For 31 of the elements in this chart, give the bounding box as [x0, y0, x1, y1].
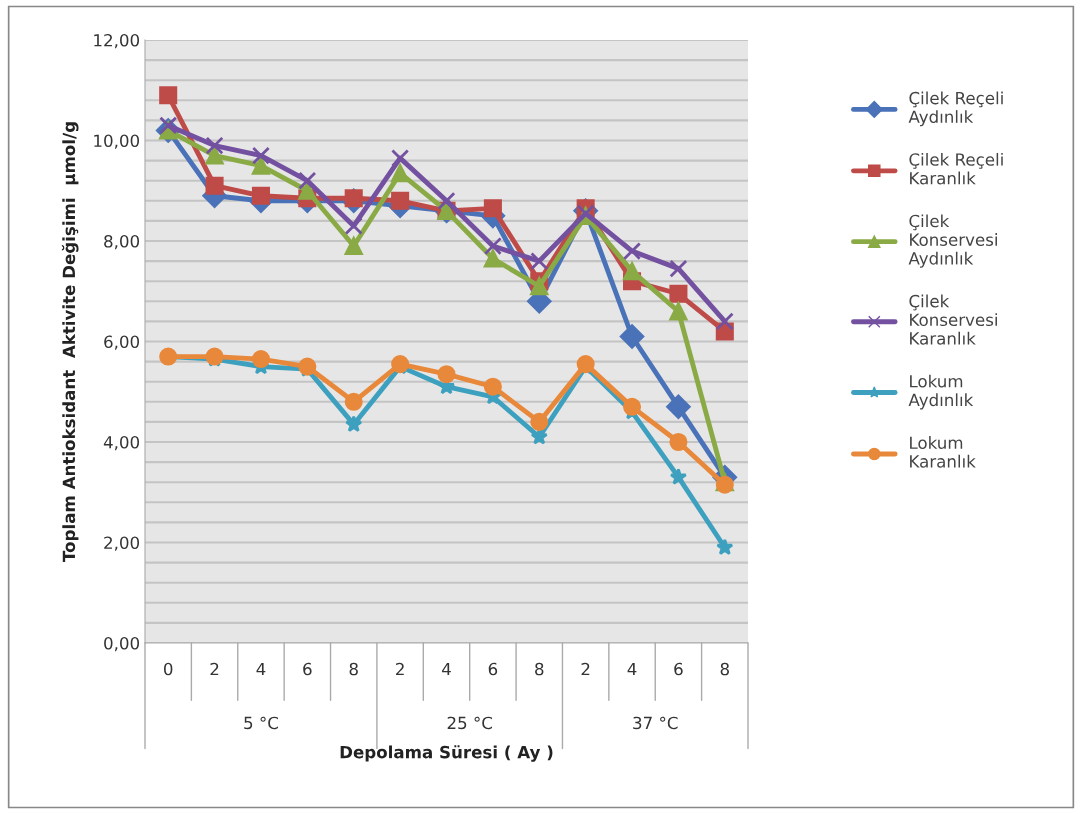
- x-tick-label: 4: [627, 662, 637, 676]
- y-tick-label: 0,00: [104, 636, 140, 652]
- x-tick-label: 2: [210, 662, 219, 676]
- legend-label: Lokum Aydınlık: [908, 374, 974, 410]
- x-tick-label: 0: [163, 662, 173, 676]
- y-tick-label: 4,00: [103, 435, 140, 451]
- text: 5 °C: [244, 716, 278, 730]
- y-tick-label: 8,00: [104, 234, 140, 250]
- legend-label: Çilek Konservesi Karanlık: [909, 294, 997, 345]
- x-tick-label: 8: [535, 662, 544, 676]
- x-tick-label: 6: [303, 662, 312, 676]
- x-tick-label: 4: [256, 662, 266, 676]
- text: 37 °C: [633, 716, 678, 730]
- x-tick-label: 8: [720, 662, 729, 676]
- legend-label: Çilek Reçeli Aydınlık: [908, 91, 1003, 127]
- y-tick-label: 12,00: [94, 33, 140, 49]
- x-tick-label: 6: [488, 662, 498, 676]
- x-tick-label: 2: [396, 662, 404, 676]
- legend-label: Çilek Konservesi Aydınlık: [908, 214, 997, 268]
- legend-label: Lokum Karanlık: [910, 436, 976, 468]
- x-tick-label: 8: [349, 662, 358, 676]
- x-tick-label: 6: [674, 662, 683, 676]
- x-axis-title: Depolama Süresi ( Ay ): [340, 745, 553, 762]
- x-tick-label: 4: [442, 662, 451, 676]
- y-axis-title: Toplam Antioksidant Aktivite Değişimi µmol/g: [61, 122, 79, 562]
- x-tick-label: 2: [581, 662, 590, 676]
- y-tick-label: 10,00: [94, 134, 140, 149]
- text: 25 °C: [447, 716, 493, 730]
- y-tick-label: 2,00: [104, 536, 140, 551]
- y-tick-label: 6,00: [104, 335, 140, 350]
- legend-label: Çilek Reçeli Karanlık: [909, 152, 1003, 185]
